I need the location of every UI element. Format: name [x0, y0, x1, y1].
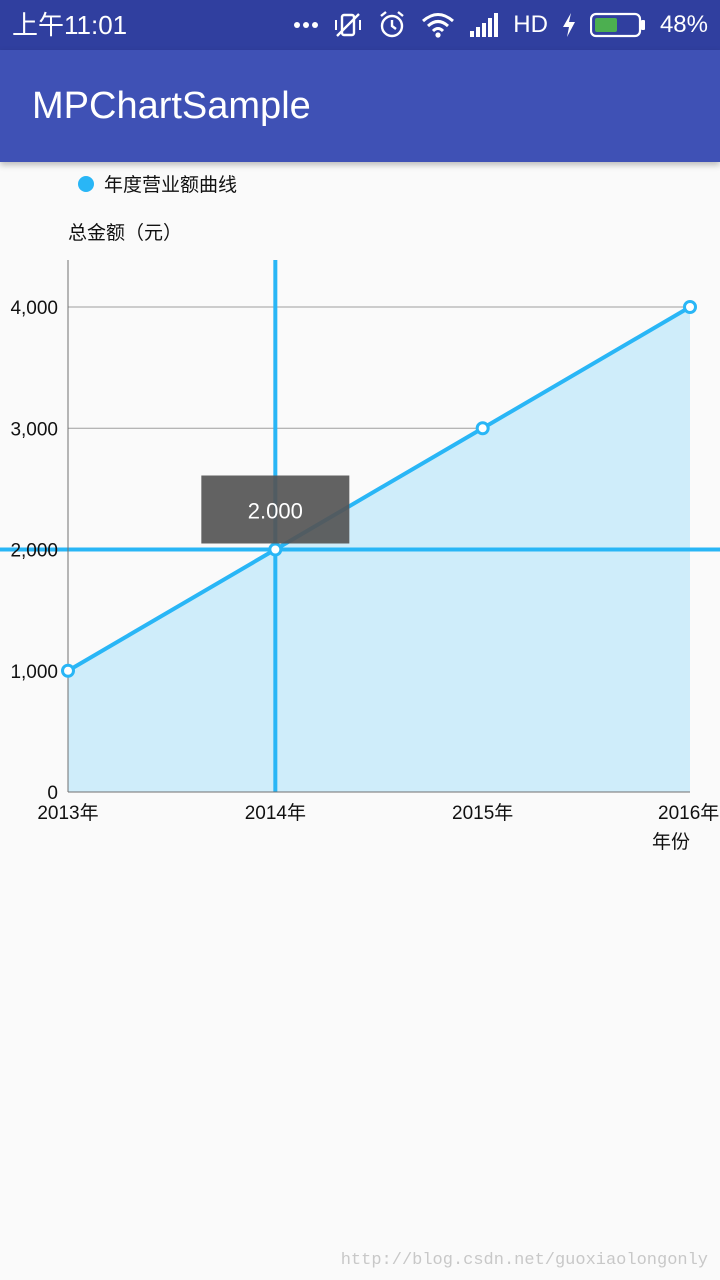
highlight-marker: 2.000	[201, 475, 350, 544]
series-line	[66, 305, 692, 673]
y-tick-label: 3,000	[10, 419, 58, 440]
more-dots-icon	[293, 21, 319, 29]
data-point	[683, 300, 697, 314]
app-title: MPChartSample	[32, 85, 311, 127]
battery-percent: 48%	[659, 11, 708, 38]
alarm-icon	[377, 10, 407, 40]
network-type: HD	[513, 11, 548, 38]
y-tick-label: 2,000	[10, 541, 58, 562]
x-tick-label: 2014年	[245, 802, 306, 824]
y-tick-label: 0	[47, 783, 58, 804]
legend-marker	[78, 176, 94, 192]
watermark: http://blog.csdn.net/guoxiaolongonly	[340, 1251, 708, 1270]
signal-icon	[469, 13, 499, 37]
marker-background	[201, 475, 350, 544]
y-tick-labels: 0 1,000 2,000 3,000 4,000	[10, 298, 58, 804]
data-point	[475, 421, 490, 436]
battery-icon	[589, 12, 646, 38]
line-chart[interactable]: 年度营业额曲线 总金额（元） 0 1,000 2,000 3,000 4,000 201…	[0, 162, 720, 882]
data-point	[268, 542, 283, 557]
charging-icon	[562, 13, 576, 37]
x-tick-label: 2015年	[452, 802, 513, 824]
line-chart-svg[interactable]: 年度营业额曲线 总金额（元） 0 1,000 2,000 3,000 4,000 201…	[0, 162, 720, 882]
data-point	[61, 663, 75, 678]
y-tick-label: 4,000	[10, 298, 58, 319]
y-axis-label: 总金额（元）	[68, 222, 182, 244]
data-points	[61, 300, 697, 678]
marker-value: 2.000	[248, 499, 303, 524]
x-tick-labels: 2013年 2014年 2015年 2016年	[37, 802, 719, 824]
axes	[67, 260, 690, 793]
status-time: 上午11:01	[12, 10, 128, 40]
status-bar: 上午11:01 HD 48%	[0, 0, 720, 50]
x-tick-label: 2013年	[37, 802, 98, 824]
y-tick-label: 1,000	[10, 662, 58, 683]
app-bar: MPChartSample	[0, 50, 720, 162]
x-axis-label: 年份	[652, 831, 690, 853]
wifi-icon	[421, 11, 455, 39]
x-tick-label: 2016年	[658, 802, 719, 824]
vibrate-off-icon	[333, 10, 363, 40]
status-icons: HD 48%	[293, 8, 708, 42]
legend-label: 年度营业额曲线	[104, 174, 237, 196]
